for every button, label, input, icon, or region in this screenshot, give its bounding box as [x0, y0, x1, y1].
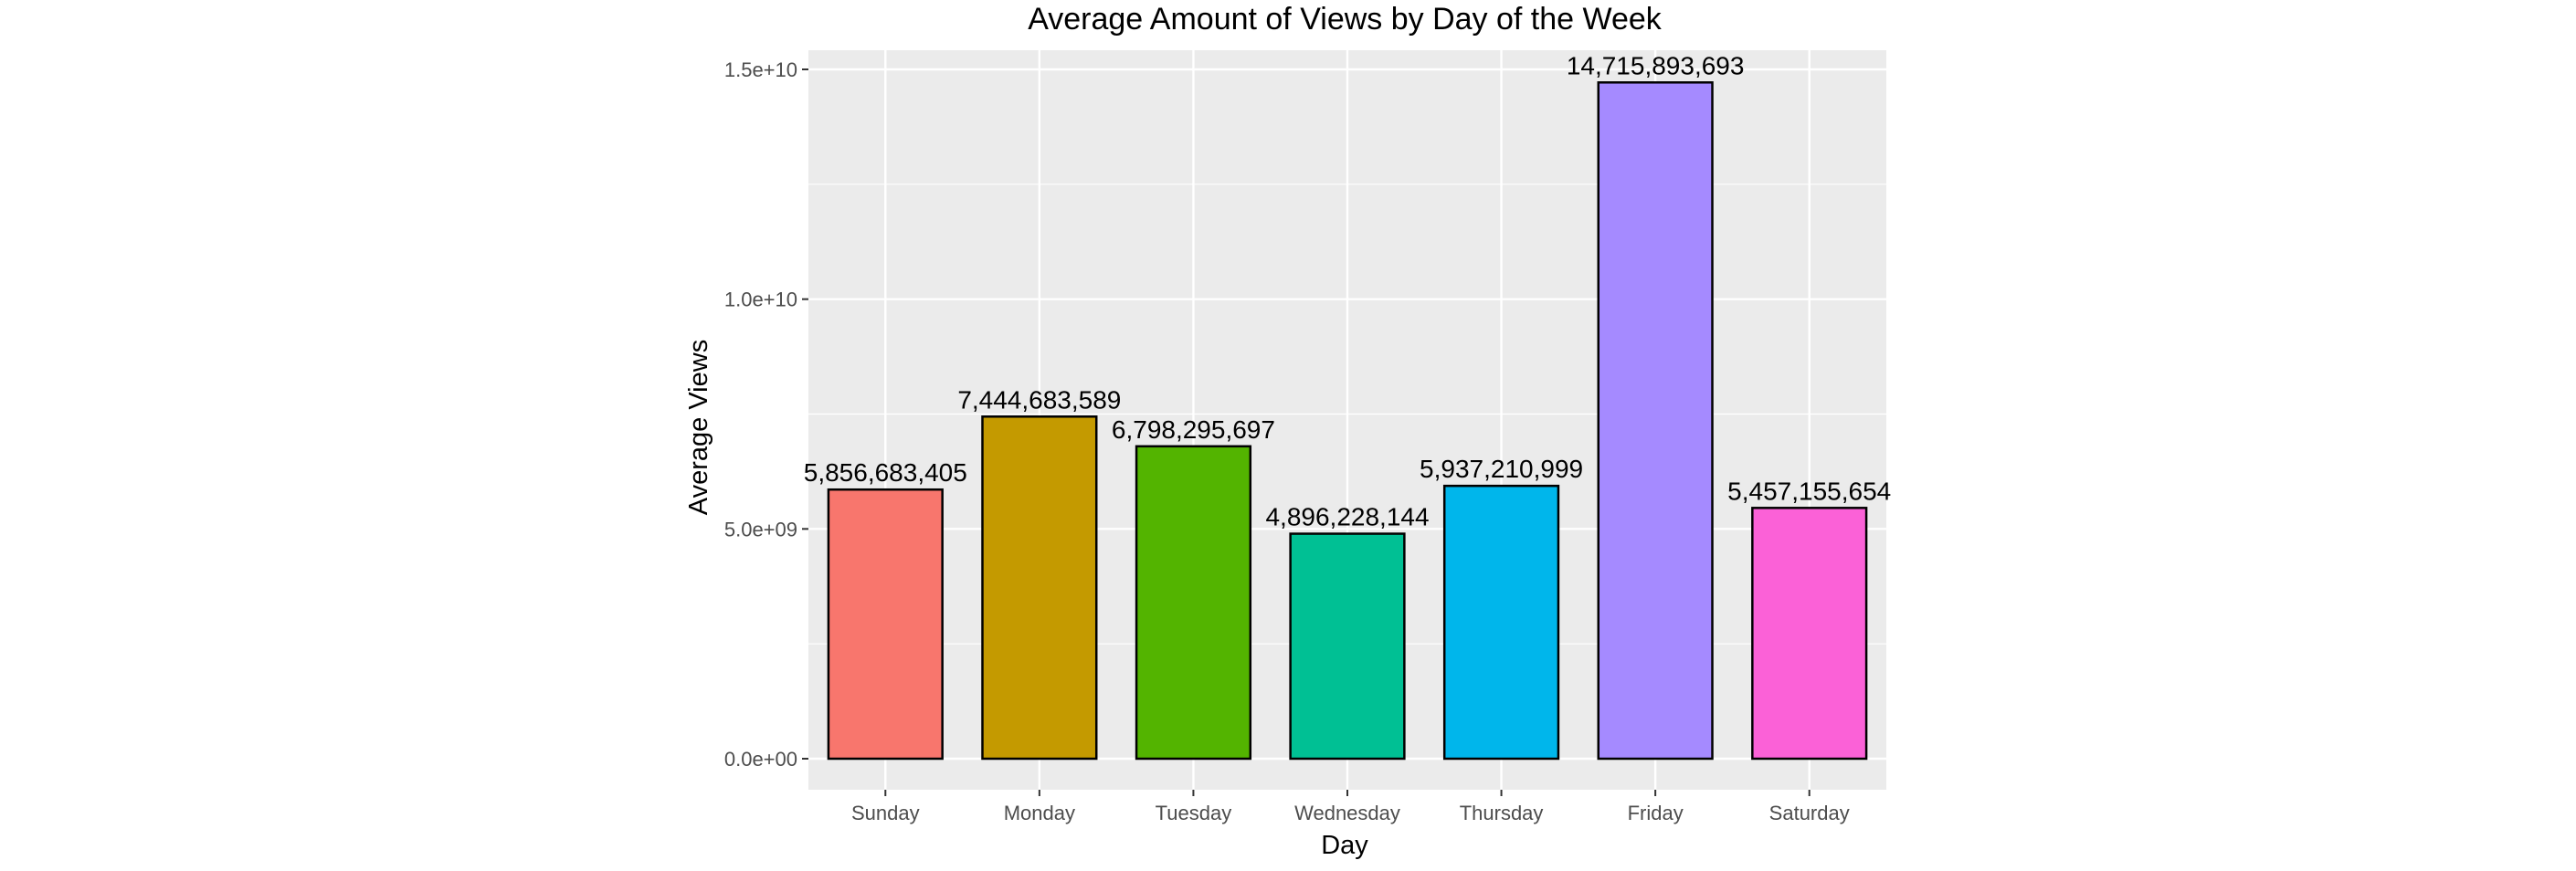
- bar-friday: [1597, 81, 1714, 761]
- bar-wednesday: [1289, 532, 1406, 761]
- x-tick-label-saturday: Saturday: [1769, 802, 1850, 824]
- y-tick-label: 0.0e+00: [724, 748, 797, 771]
- bar-sunday: [827, 488, 944, 761]
- data-label-friday: 14,715,893,693: [1567, 51, 1745, 79]
- x-tick-label-sunday: Sunday: [851, 802, 920, 824]
- y-axis-title: Average Views: [684, 340, 713, 515]
- x-tick-label-wednesday: Wednesday: [1294, 802, 1400, 824]
- y-tick-label: 5.0e+09: [724, 518, 797, 540]
- x-tick-label-thursday: Thursday: [1460, 802, 1544, 824]
- x-tick-label-monday: Monday: [1004, 802, 1075, 824]
- bar-saturday: [1751, 507, 1868, 761]
- chart-title: Average Amount of Views by Day of the We…: [1028, 2, 1663, 37]
- bar-monday: [981, 415, 1098, 761]
- y-tick-label: 1.5e+10: [724, 58, 797, 81]
- y-tick-label: 1.0e+10: [724, 289, 797, 311]
- data-label-saturday: 5,457,155,654: [1727, 477, 1891, 505]
- bar-thursday: [1442, 484, 1560, 761]
- x-tick-label-tuesday: Tuesday: [1156, 802, 1232, 824]
- data-label-monday: 7,444,683,589: [957, 385, 1121, 414]
- data-label-sunday: 5,856,683,405: [804, 458, 967, 487]
- data-label-wednesday: 4,896,228,144: [1265, 503, 1429, 531]
- x-tick-label-friday: Friday: [1628, 802, 1684, 824]
- x-axis-title: Day: [1321, 831, 1368, 860]
- data-label-thursday: 5,937,210,999: [1420, 455, 1583, 483]
- bar-tuesday: [1135, 445, 1252, 761]
- data-label-tuesday: 6,798,295,697: [1112, 415, 1275, 444]
